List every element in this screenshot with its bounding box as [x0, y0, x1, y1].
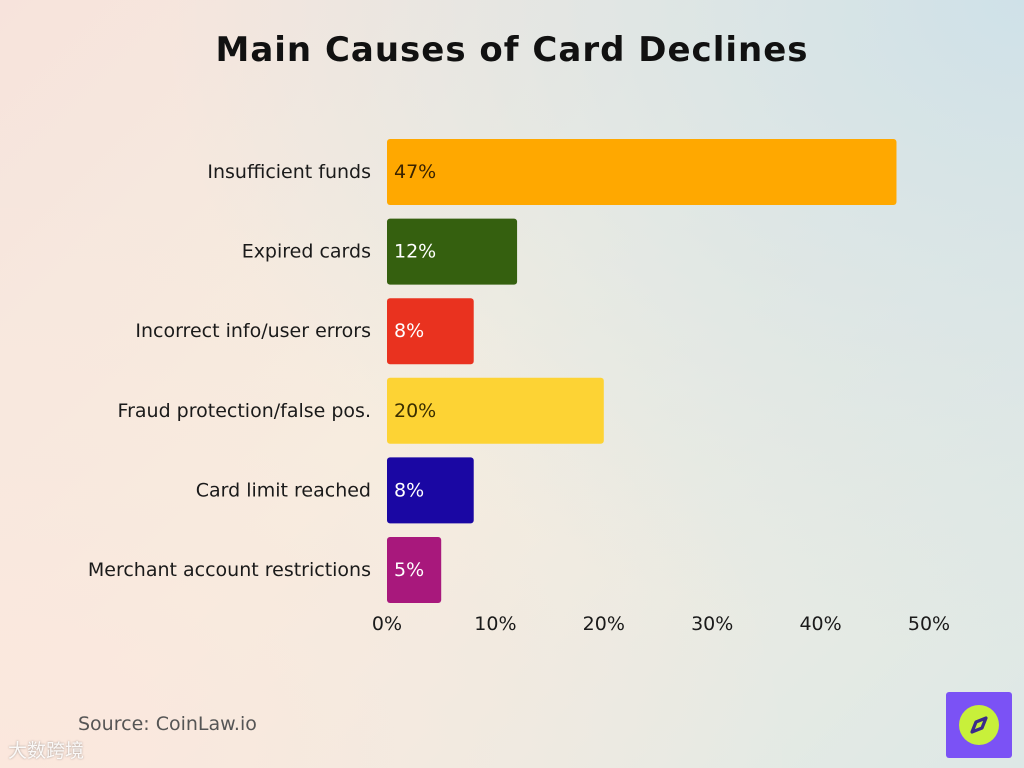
value-label: 47% — [394, 161, 436, 183]
bar — [387, 218, 518, 285]
watermark: 大数跨境 — [8, 740, 85, 762]
value-label: 5% — [394, 559, 424, 581]
x-tick-label: 40% — [799, 613, 841, 635]
source-text: Source: CoinLaw.io — [78, 713, 257, 735]
value-label: 12% — [394, 241, 436, 263]
bar — [387, 457, 474, 524]
category-label: Merchant account restrictions — [88, 559, 371, 581]
category-label: Incorrect info/user errors — [135, 320, 371, 342]
x-tick-label: 30% — [691, 613, 733, 635]
x-tick-label: 0% — [372, 613, 402, 635]
value-label: 8% — [394, 479, 424, 501]
x-tick-label: 50% — [908, 613, 950, 635]
compass-icon — [959, 705, 999, 745]
bar — [387, 377, 604, 444]
category-label: Fraud protection/false pos. — [118, 400, 371, 422]
x-tick-label: 10% — [474, 613, 516, 635]
x-tick-label: 20% — [583, 613, 625, 635]
value-label: 20% — [394, 400, 436, 422]
bar — [387, 537, 442, 603]
bar — [387, 298, 474, 365]
value-labels: 47% 12% 8% 20% 8% 5% — [394, 161, 436, 581]
chart-title: Main Causes of Card Declines — [215, 30, 809, 70]
category-label: Card limit reached — [196, 479, 371, 501]
value-label: 8% — [394, 320, 424, 342]
category-label: Insufficient funds — [207, 161, 371, 183]
category-label: Expired cards — [242, 241, 371, 263]
category-labels: Insufficient funds Expired cards Incorrect… — [88, 161, 371, 581]
bars — [387, 139, 897, 603]
bar — [387, 139, 897, 205]
x-tick-labels: 0% 10% 20% 30% 40% 50% — [372, 613, 950, 635]
brand-logo — [946, 692, 1012, 758]
